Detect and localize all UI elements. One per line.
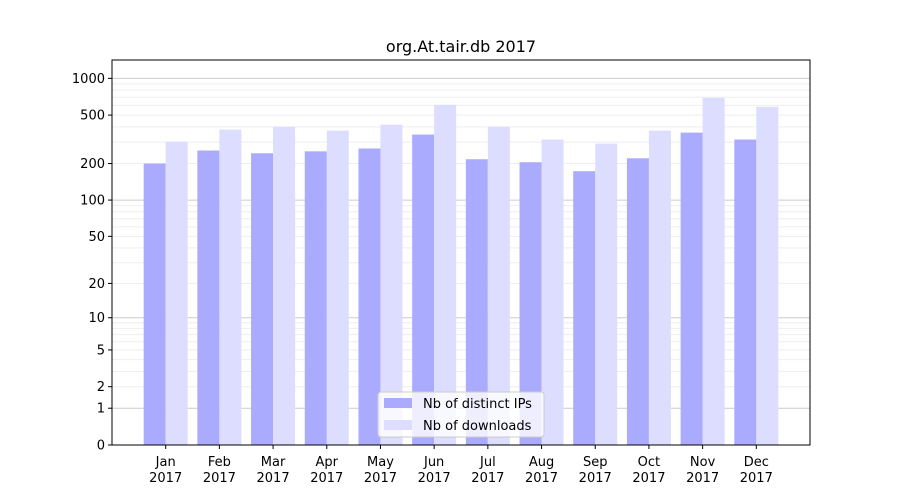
y-tick-label: 10 xyxy=(88,311,105,326)
bar-downloads xyxy=(219,129,242,445)
bar-downloads xyxy=(595,143,618,446)
y-tick-label: 500 xyxy=(80,109,105,124)
y-tick-label: 200 xyxy=(80,157,105,172)
y-tick-label: 100 xyxy=(80,194,105,209)
x-tick-label: Feb 2017 xyxy=(203,455,236,486)
bar-downloads xyxy=(702,97,725,445)
bar-distinct-ips xyxy=(734,139,757,445)
y-tick-label: 20 xyxy=(88,277,105,292)
x-tick-label: Dec 2017 xyxy=(740,455,773,486)
legend-label-downloads: Nb of downloads xyxy=(423,419,532,434)
bar-distinct-ips xyxy=(680,132,703,446)
plot-frame xyxy=(111,59,811,446)
chart-title: org.At.tair.db 2017 xyxy=(386,37,536,56)
legend-swatch-distinct-ips xyxy=(384,398,412,408)
legend-swatch-downloads xyxy=(384,420,412,430)
bar-distinct-ips xyxy=(304,151,327,445)
x-tick-label: Jun 2017 xyxy=(418,455,451,486)
bar-distinct-ips xyxy=(197,150,220,446)
y-axis: 0 1 2 5 10 20 50 100 200 500 1000 xyxy=(72,72,112,454)
bar-distinct-ips xyxy=(465,159,488,446)
bar-distinct-ips xyxy=(519,162,542,445)
x-tick-label: Oct 2017 xyxy=(632,455,665,486)
bars xyxy=(143,97,779,446)
bar-downloads xyxy=(380,124,403,445)
bar-distinct-ips xyxy=(143,163,166,445)
bar-distinct-ips xyxy=(573,171,596,445)
bar-downloads xyxy=(648,130,671,445)
x-tick-label: Sep 2017 xyxy=(579,455,612,486)
bar-downloads xyxy=(326,130,349,445)
x-tick-label: May 2017 xyxy=(364,455,397,486)
bar-distinct-ips xyxy=(412,134,435,446)
legend-label-distinct-ips: Nb of distinct IPs xyxy=(423,397,532,412)
bar-downloads xyxy=(756,106,779,445)
x-tick-label: Mar 2017 xyxy=(257,455,290,486)
x-tick-label: Apr 2017 xyxy=(310,455,343,486)
y-tick-label: 2 xyxy=(97,380,105,395)
y-tick-label: 1000 xyxy=(72,72,105,87)
bar-downloads xyxy=(487,126,510,446)
bar-downloads xyxy=(541,139,564,445)
x-axis: Jan 2017 Feb 2017 Mar 2017 Apr 2017 May 2017 Jun 20… xyxy=(149,445,773,486)
x-tick-label: Nov 2017 xyxy=(686,455,719,486)
legend: Nb of distinct IPs Nb of downloads xyxy=(377,391,545,438)
bar-distinct-ips xyxy=(626,158,649,445)
x-tick-label: Aug 2017 xyxy=(525,455,558,486)
bar-downloads xyxy=(165,141,188,446)
y-tick-label: 50 xyxy=(88,230,105,245)
bar-downloads xyxy=(434,104,457,446)
x-tick-label: Jan 2017 xyxy=(149,455,182,486)
bar-distinct-ips xyxy=(358,148,381,445)
y-tick-label: 5 xyxy=(97,343,105,358)
bar-distinct-ips xyxy=(251,153,274,445)
y-tick-label: 1 xyxy=(97,402,105,417)
bar-downloads xyxy=(273,126,296,446)
x-tick-label: Jul 2017 xyxy=(471,455,504,486)
y-tick-label: 0 xyxy=(97,439,105,454)
